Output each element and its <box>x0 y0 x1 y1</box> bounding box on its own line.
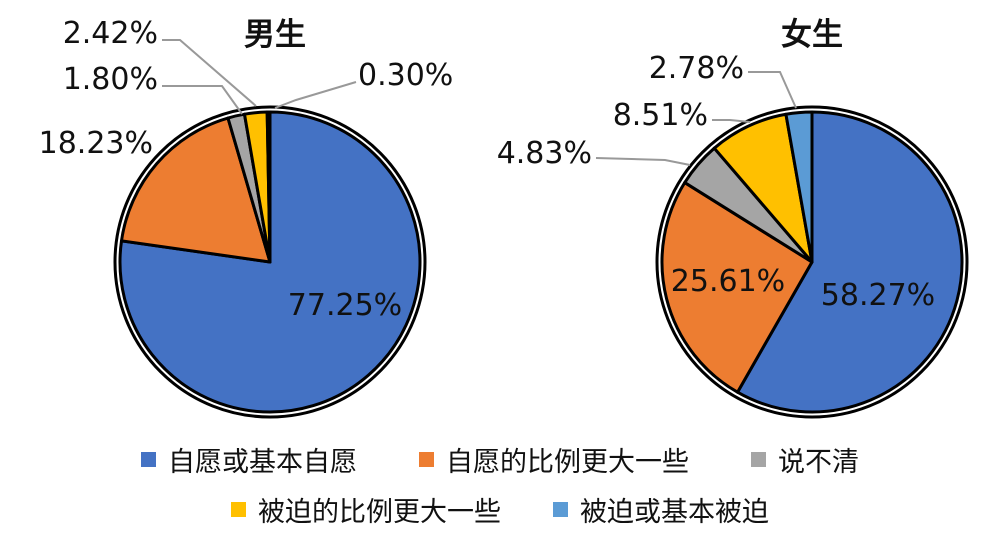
legend-item-mostly-voluntary: 自愿的比例更大一些 <box>419 440 689 479</box>
legend-label-voluntary: 自愿或基本自愿 <box>168 447 357 478</box>
pie-charts: 男生 77.25% 18.23% 1.80% 2.42% 0.30% 女生 58.27% 25.… <box>39 16 969 419</box>
leader-line-mostly-forced <box>712 119 751 123</box>
pie-female: 女生 58.27% 25.61% 4.83% 8.51% 2.78% <box>497 17 969 419</box>
legend-swatch-voluntary <box>141 452 156 467</box>
legend-label-mostly-voluntary: 自愿的比例更大一些 <box>446 447 689 478</box>
legend-label-unclear: 说不清 <box>778 447 859 478</box>
pie-slice-forced <box>265 110 272 264</box>
data-label-forced: 0.30% <box>358 58 453 93</box>
data-label-voluntary: 58.27% <box>821 278 935 313</box>
pie-slice-voluntary <box>736 110 964 414</box>
pie-slice-voluntary <box>118 110 422 414</box>
legend-swatch-mostly-forced <box>231 502 246 517</box>
leader-line-unclear <box>595 157 691 166</box>
data-label-unclear: 1.80% <box>63 62 158 97</box>
legend-label-forced: 被迫或基本被迫 <box>580 497 769 528</box>
data-label-forced: 2.78% <box>649 51 744 86</box>
legend-label-mostly-forced: 被迫的比例更大一些 <box>258 497 501 528</box>
pie-slice-mostly-voluntary <box>660 181 814 394</box>
data-label-mostly-forced: 2.42% <box>63 16 158 51</box>
leader-line-unclear <box>162 85 243 115</box>
legend-item-forced: 被迫或基本被迫 <box>553 490 769 529</box>
leader-line-forced <box>748 71 797 109</box>
leader-line-mostly-forced <box>162 39 257 107</box>
pie-male: 男生 77.25% 18.23% 1.80% 2.42% 0.30% <box>39 16 453 419</box>
pie-slice-forced <box>784 110 814 264</box>
data-label-mostly-voluntary: 25.61% <box>671 264 785 299</box>
legend-item-mostly-forced: 被迫的比例更大一些 <box>231 490 501 529</box>
legend-swatch-mostly-voluntary <box>419 452 434 467</box>
legend-item-unclear: 说不清 <box>751 440 859 479</box>
legend-item-voluntary: 自愿或基本自愿 <box>141 440 357 479</box>
pie-title: 女生 <box>781 17 843 53</box>
pie-slice-mostly-voluntary <box>119 116 272 264</box>
data-label-unclear: 4.83% <box>497 136 592 171</box>
legend-swatch-forced <box>553 502 568 517</box>
legend-swatch-unclear <box>751 452 766 467</box>
pie-title: 男生 <box>244 17 306 53</box>
legend-row-2: 被迫的比例更大一些 被迫或基本被迫 <box>0 490 1000 529</box>
data-label-mostly-forced: 8.51% <box>613 98 708 133</box>
data-label-voluntary: 77.25% <box>288 288 402 323</box>
legend-row-1: 自愿或基本自愿 自愿的比例更大一些 说不清 <box>0 440 1000 479</box>
data-label-mostly-voluntary: 18.23% <box>39 126 153 161</box>
leader-line-forced <box>274 81 357 109</box>
